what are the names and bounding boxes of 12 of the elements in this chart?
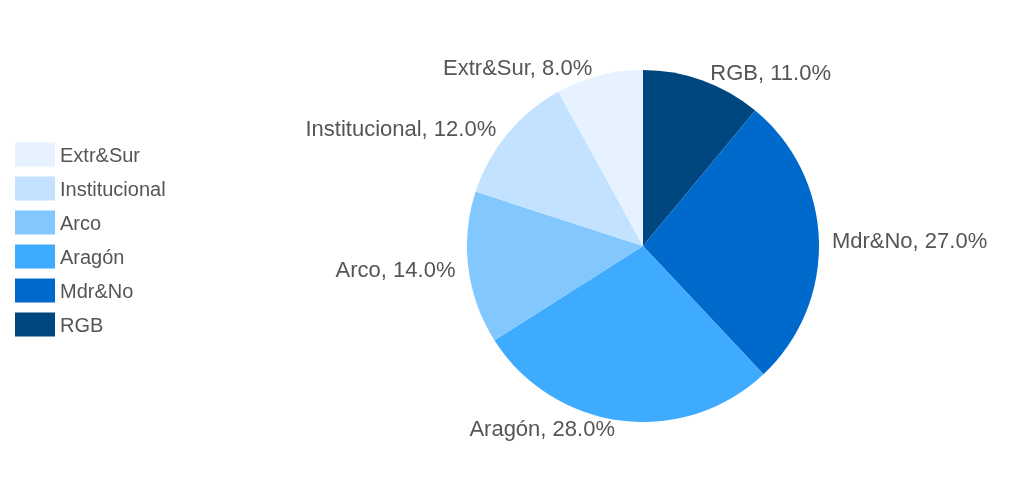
legend-label: Aragón [60,245,125,268]
legend-label: Mdr&No [60,279,134,302]
data-label: Extr&Sur, 8.0% [443,55,593,81]
legend-label: Institucional [60,177,166,200]
legend-label: RGB [60,313,104,336]
data-label: RGB, 11.0% [710,60,831,86]
legend-label: Arco [60,211,102,234]
data-label: Arco, 14.0% [335,256,456,282]
data-label: Aragón, 28.0% [469,416,615,442]
data-label: Institucional, 12.0% [305,116,497,142]
data-label: Mdr&No, 27.0% [831,227,988,253]
legend-label: Extr&Sur [60,143,141,166]
